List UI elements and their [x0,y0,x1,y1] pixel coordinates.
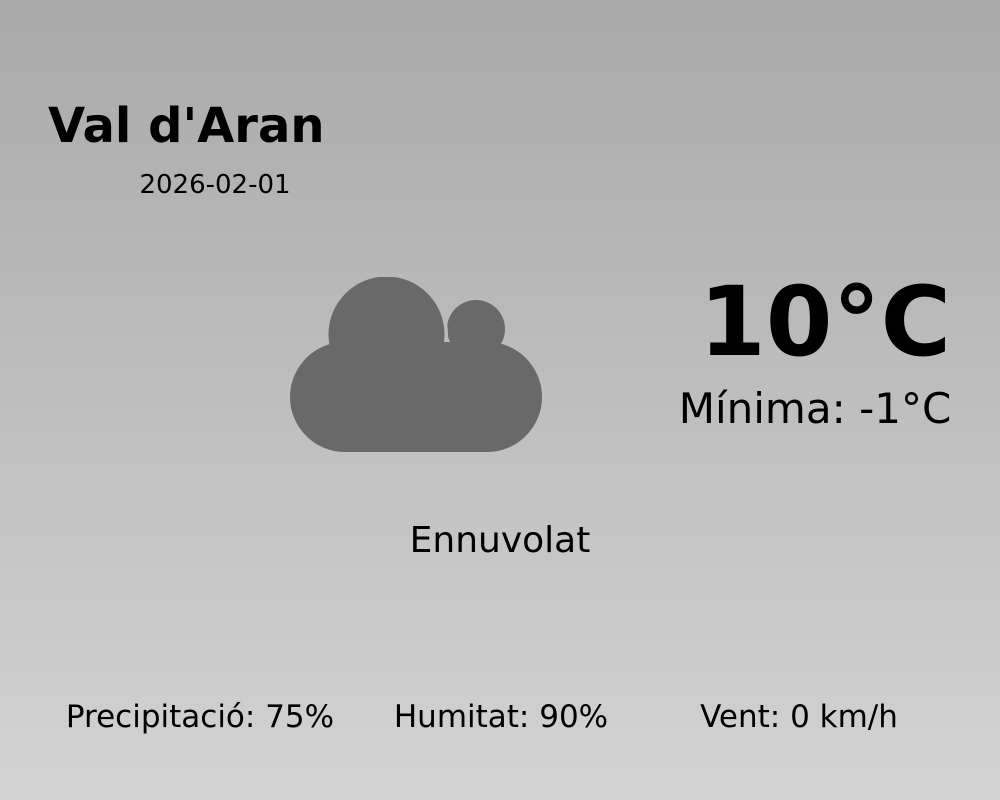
cloud-icon [290,276,542,453]
temperature-value: 10°C [698,266,952,378]
wind-stat: Vent: 0 km/h [700,699,898,735]
location-title: Val d'Aran [48,98,325,154]
condition-label: Ennuvolat [409,520,591,561]
min-temperature-label: Mínima: -1°C [678,384,952,433]
cloud-body [290,342,542,452]
humidity-stat: Humitat: 90% [393,699,609,735]
precipitation-stat: Precipitació: 75% [65,699,335,735]
date-label: 2026-02-01 [139,170,291,200]
